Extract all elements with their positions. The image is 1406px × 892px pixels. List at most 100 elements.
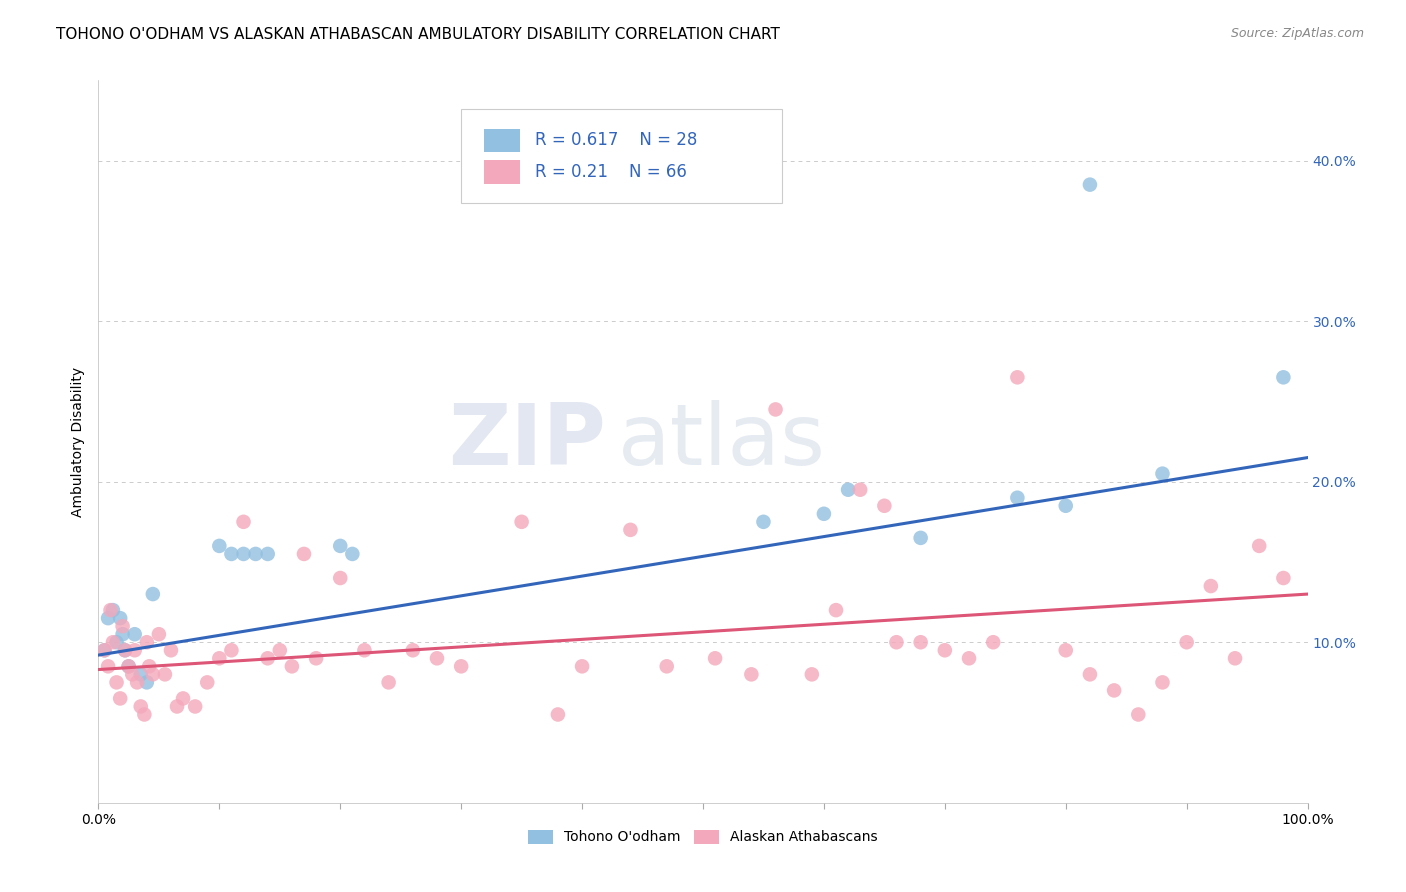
Point: [101, 603, 124, 617]
Point: [105, 675, 128, 690]
Point: [118, 659, 141, 673]
Point: [1249, 539, 1271, 553]
Text: Source: ZipAtlas.com: Source: ZipAtlas.com: [1230, 27, 1364, 40]
FancyBboxPatch shape: [484, 161, 520, 184]
FancyBboxPatch shape: [461, 109, 782, 203]
Point: [910, 531, 932, 545]
Point: [655, 659, 678, 673]
Text: ZIP: ZIP: [449, 400, 606, 483]
Point: [108, 691, 131, 706]
Point: [142, 587, 165, 601]
Text: R = 0.21    N = 66: R = 0.21 N = 66: [534, 163, 686, 181]
Point: [172, 691, 194, 706]
Point: [153, 667, 176, 681]
Point: [752, 515, 775, 529]
Point: [93, 643, 115, 657]
Point: [138, 659, 160, 673]
Point: [100, 603, 122, 617]
Point: [1128, 707, 1150, 722]
Point: [886, 635, 908, 649]
Text: TOHONO O'ODHAM VS ALASKAN ATHABASCAN AMBULATORY DISABILITY CORRELATION CHART: TOHONO O'ODHAM VS ALASKAN ATHABASCAN AMB…: [56, 27, 780, 42]
Point: [292, 547, 315, 561]
Point: [800, 667, 823, 681]
Text: atlas: atlas: [619, 400, 827, 483]
Point: [1054, 499, 1077, 513]
Point: [957, 651, 980, 665]
Point: [1078, 667, 1101, 681]
Point: [93, 643, 115, 657]
Point: [571, 659, 593, 673]
Point: [129, 667, 152, 681]
Point: [1199, 579, 1222, 593]
Point: [910, 635, 932, 649]
Point: [105, 635, 128, 649]
Point: [813, 507, 835, 521]
Point: [148, 627, 170, 641]
Text: R = 0.617    N = 28: R = 0.617 N = 28: [534, 131, 697, 149]
Point: [1223, 651, 1246, 665]
Point: [1078, 178, 1101, 192]
Point: [114, 643, 136, 657]
Point: [134, 707, 156, 722]
Point: [329, 539, 352, 553]
Point: [114, 643, 136, 657]
Point: [256, 651, 278, 665]
Point: [825, 603, 848, 617]
Point: [221, 547, 243, 561]
Point: [135, 675, 157, 690]
Point: [547, 707, 569, 722]
Point: [981, 635, 1004, 649]
Point: [111, 627, 134, 641]
Point: [1272, 370, 1295, 384]
Point: [124, 627, 146, 641]
Point: [329, 571, 352, 585]
Point: [184, 699, 207, 714]
Point: [101, 635, 124, 649]
Point: [256, 547, 278, 561]
Point: [269, 643, 291, 657]
Point: [849, 483, 872, 497]
Point: [1102, 683, 1125, 698]
Point: [1272, 571, 1295, 585]
Point: [160, 643, 183, 657]
Point: [142, 667, 165, 681]
Point: [221, 643, 243, 657]
Legend: Tohono O'odham, Alaskan Athabascans: Tohono O'odham, Alaskan Athabascans: [522, 824, 884, 850]
Point: [111, 619, 134, 633]
Point: [281, 659, 304, 673]
Point: [305, 651, 328, 665]
Point: [166, 699, 188, 714]
Point: [118, 659, 141, 673]
Point: [402, 643, 425, 657]
Point: [195, 675, 218, 690]
Point: [377, 675, 399, 690]
Point: [934, 643, 956, 657]
Point: [740, 667, 762, 681]
Point: [765, 402, 787, 417]
Point: [245, 547, 267, 561]
Point: [704, 651, 727, 665]
Point: [619, 523, 641, 537]
Point: [353, 643, 375, 657]
Point: [510, 515, 533, 529]
Point: [127, 675, 149, 690]
Point: [108, 611, 131, 625]
Point: [1007, 370, 1029, 384]
Y-axis label: Ambulatory Disability: Ambulatory Disability: [72, 367, 86, 516]
Point: [426, 651, 449, 665]
Point: [873, 499, 896, 513]
Point: [837, 483, 859, 497]
Point: [232, 547, 254, 561]
Point: [121, 667, 143, 681]
Point: [208, 539, 231, 553]
Point: [1175, 635, 1198, 649]
Point: [129, 699, 152, 714]
Point: [135, 635, 157, 649]
Point: [1054, 643, 1077, 657]
Point: [1152, 675, 1174, 690]
Point: [450, 659, 472, 673]
Point: [1152, 467, 1174, 481]
Point: [97, 659, 120, 673]
Point: [208, 651, 231, 665]
Point: [342, 547, 364, 561]
